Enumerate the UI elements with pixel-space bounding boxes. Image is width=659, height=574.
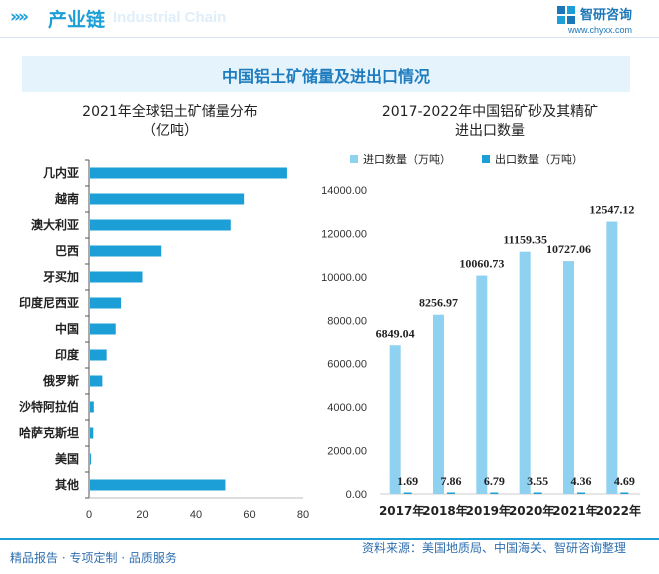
footer-slogan: 精品报告 · 专项定制 · 品质服务 [10, 551, 177, 565]
import-bar [606, 221, 618, 494]
import-bar [433, 314, 444, 494]
export-value-label: 6.79 [484, 474, 505, 488]
legend-swatch [350, 155, 358, 163]
section-watermark: Industrial Chain [113, 9, 227, 26]
y-tick-label: 10000.00 [321, 272, 367, 284]
footer-source: 资料来源：美国地质局、中国海关、智研咨询整理 [362, 541, 627, 555]
category-label: 牙买加 [43, 269, 79, 284]
export-value-label: 4.69 [614, 474, 635, 488]
header-divider [0, 37, 659, 38]
x-category-label: 2018年 [422, 503, 467, 518]
x-category-label: 2022年 [596, 503, 641, 518]
x-tick-label: 60 [243, 509, 255, 521]
x-tick-label: 20 [136, 509, 148, 521]
reserve-bar [90, 245, 162, 257]
reserve-bar [90, 193, 245, 205]
import-value-label: 12547.12 [589, 203, 634, 217]
import-value-label: 6849.04 [376, 326, 415, 340]
left-chart-title: 2021年全球铝土矿储量分布 （亿吨） [40, 103, 300, 141]
y-tick-label: 4000.00 [327, 402, 367, 414]
right-chart-title: 2017-2022年中国铝矿砂及其精矿 进出口数量 [340, 103, 640, 141]
category-label: 其他 [55, 477, 79, 492]
reserve-bar [90, 297, 122, 309]
right-chart-title-line1: 2017-2022年中国铝矿砂及其精矿 [381, 104, 599, 120]
export-value-label: 3.55 [527, 474, 548, 488]
logo-name: 智研咨询 [580, 8, 633, 23]
category-label: 越南 [54, 191, 79, 206]
x-tick-label: 40 [190, 509, 202, 521]
export-bar [403, 492, 412, 494]
import-bar [563, 261, 574, 494]
import-value-label: 8256.97 [419, 296, 458, 310]
x-tick-label: 0 [86, 509, 92, 521]
import-value-label: 10060.73 [459, 257, 504, 271]
left-chart-title-line2: （亿吨） [142, 123, 198, 139]
reserve-bar [90, 349, 107, 361]
chevron-right-icon: »» [10, 7, 29, 27]
x-category-label: 2021年 [552, 503, 597, 518]
x-category-label: 2017年 [379, 503, 424, 518]
category-label: 几内亚 [43, 165, 79, 180]
x-category-label: 2019年 [466, 503, 511, 518]
right-chart-title-line2: 进出口数量 [455, 123, 525, 139]
reserve-bar [90, 401, 94, 413]
x-category-label: 2020年 [509, 503, 554, 518]
y-tick-label: 8000.00 [327, 315, 367, 327]
page-header: »» 产业链 Industrial Chain 智研咨询 www.chyxx.c… [0, 0, 659, 36]
category-label: 沙特阿拉伯 [19, 399, 79, 414]
export-bar [490, 492, 499, 494]
category-label: 美国 [55, 451, 79, 466]
category-label: 印度尼西亚 [19, 295, 79, 310]
reserve-bar [90, 219, 231, 231]
category-label: 俄罗斯 [42, 373, 79, 388]
section-title: 产业链 [48, 9, 106, 31]
export-bar [447, 492, 455, 494]
x-tick-label: 80 [297, 509, 309, 521]
import-bar [476, 275, 488, 494]
import-bar [389, 345, 401, 494]
export-bar [577, 492, 585, 494]
y-tick-label: 14000.00 [321, 185, 367, 197]
logo-icon [557, 6, 575, 24]
footer-divider [0, 538, 659, 540]
report-banner: 中国铝土矿储量及进出口情况 [22, 56, 630, 92]
reserve-bar [90, 453, 91, 465]
export-value-label: 1.69 [397, 474, 418, 488]
legend-label: 进口数量（万吨） [363, 153, 451, 166]
legend-swatch [482, 155, 490, 163]
reserve-bar [90, 479, 226, 491]
reserve-bar [90, 323, 116, 335]
reserve-bar [90, 375, 103, 387]
export-bar [533, 492, 542, 494]
export-value-label: 7.86 [441, 474, 462, 488]
import-value-label: 11159.35 [503, 233, 547, 247]
import-bar [519, 251, 531, 494]
category-label: 巴西 [55, 244, 79, 258]
y-tick-label: 2000.00 [327, 446, 367, 458]
y-tick-label: 6000.00 [327, 359, 367, 371]
logo-url: www.chyxx.com [568, 25, 633, 35]
export-value-label: 4.36 [571, 474, 592, 488]
category-label: 澳大利亚 [31, 217, 79, 232]
y-tick-label: 12000.00 [321, 228, 367, 240]
category-label: 印度 [55, 347, 80, 362]
reserve-bar [90, 167, 287, 179]
left-chart-title-line1: 2021年全球铝土矿储量分布 [82, 104, 258, 120]
export-bar [620, 492, 629, 494]
legend-label: 出口数量（万吨） [495, 152, 583, 166]
reserve-bar [90, 271, 143, 283]
y-tick-label: 0.00 [346, 489, 367, 501]
brand-logo[interactable]: 智研咨询 www.chyxx.com [556, 4, 652, 38]
reserve-bar [90, 427, 94, 439]
category-label: 中国 [55, 321, 79, 336]
import-value-label: 10727.06 [546, 242, 591, 256]
category-label: 哈萨克斯坦 [19, 425, 79, 440]
banner-title: 中国铝土矿储量及进出口情况 [221, 67, 430, 86]
